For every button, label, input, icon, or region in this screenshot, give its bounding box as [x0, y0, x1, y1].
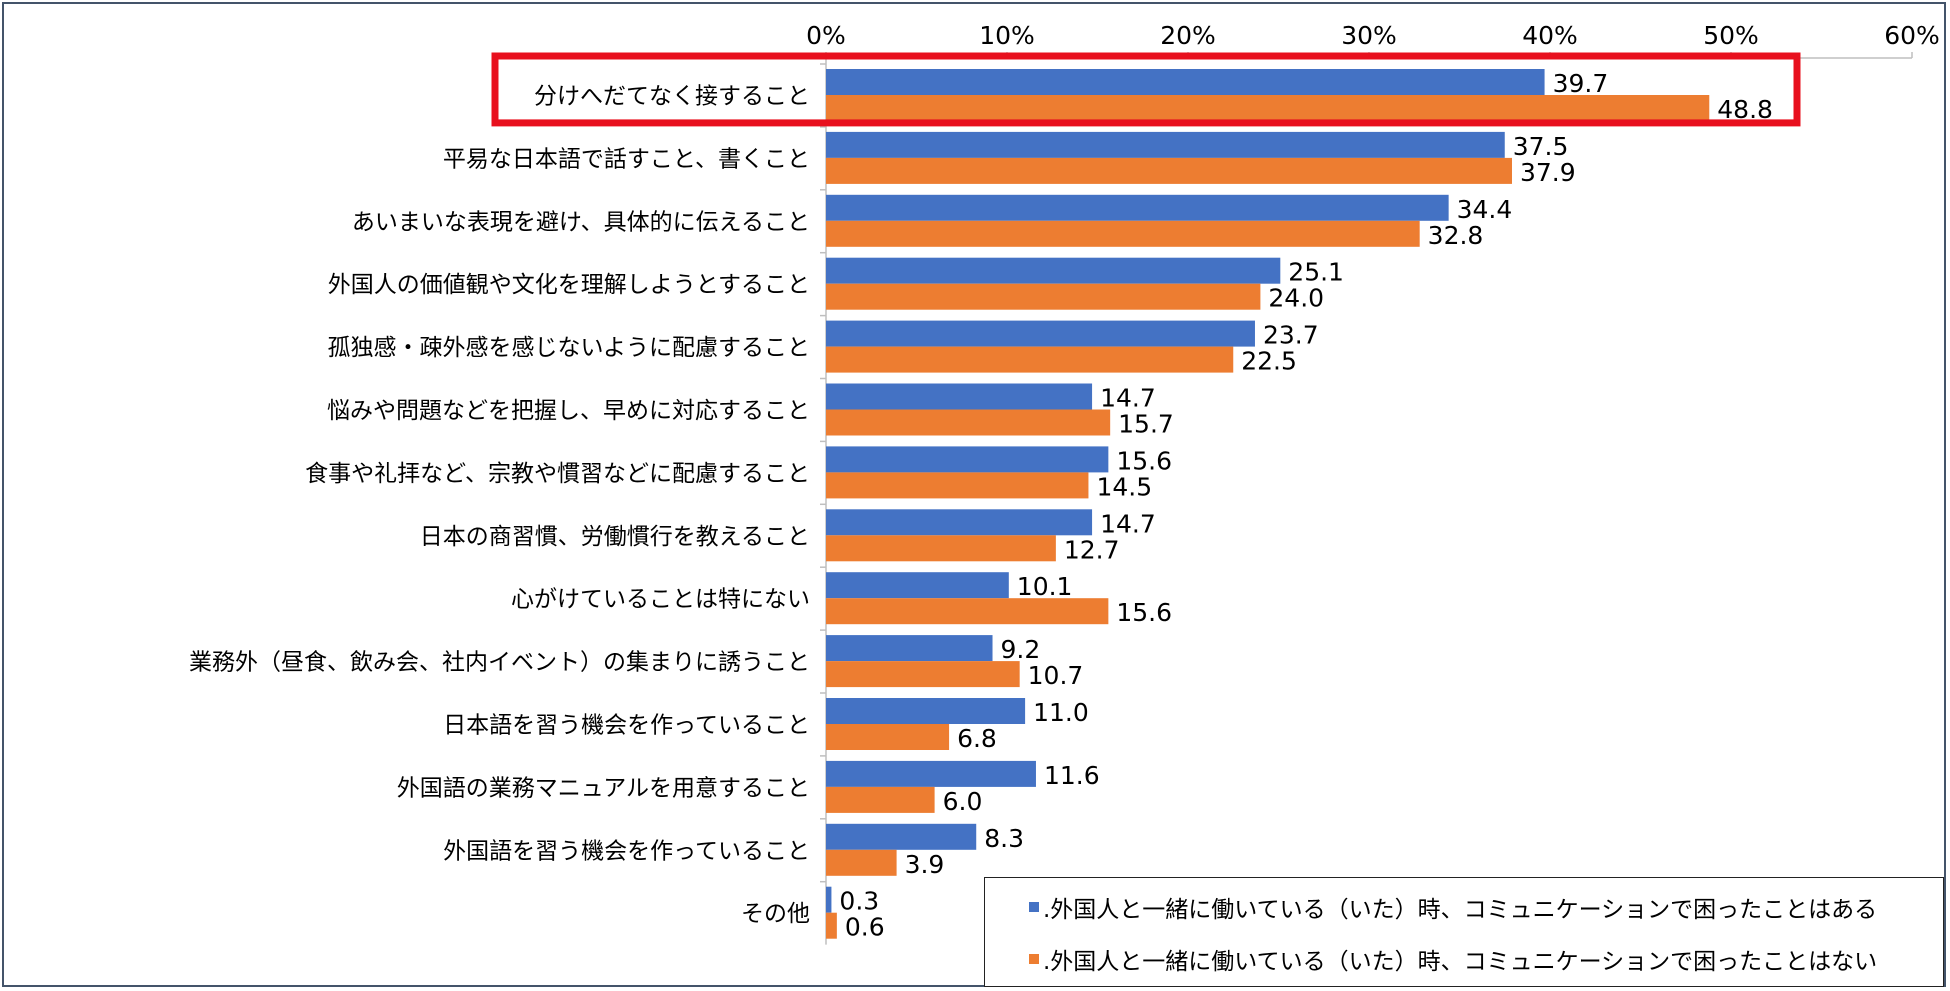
data-label-series-2: 22.5: [1241, 347, 1297, 376]
data-label-series-1: 34.4: [1457, 195, 1513, 224]
bar-series-2: [826, 598, 1109, 625]
category-label: 食事や礼拝など、宗教や慣習などに配慮すること: [305, 461, 810, 487]
category-label: 外国語を習う機会を作っていること: [443, 838, 810, 864]
category-label: 業務外（昼食、飲み会、社内イベント）の集まりに誘うこと: [189, 650, 810, 676]
x-tick-label: 40%: [1522, 21, 1578, 50]
data-label-series-1: 11.0: [1033, 698, 1089, 727]
category-label: 日本語を習う機会を作っていること: [443, 712, 810, 738]
bar-series-1: [826, 69, 1545, 95]
legend-swatch-series-1: [1029, 902, 1039, 912]
bar-series-2: [826, 472, 1089, 499]
data-label-series-2: 6.8: [957, 724, 997, 753]
bar-series-1: [826, 320, 1255, 347]
x-tick-label: 0%: [806, 21, 846, 50]
data-label-series-2: 37.9: [1520, 158, 1576, 187]
legend-item-series-2: .外国人と一緒に働いている（いた）時、コミュニケーションで困ったことはない: [1029, 942, 1877, 976]
category-label: 悩みや問題などを把握し、早めに対応すること: [327, 398, 810, 424]
bar-series-2: [826, 346, 1234, 373]
bar-series-2: [826, 220, 1420, 247]
x-tick-label: 30%: [1341, 21, 1397, 50]
bar-series-1: [826, 509, 1093, 536]
legend-swatch-series-2: [1029, 954, 1039, 964]
data-label-series-2: 6.0: [943, 787, 983, 816]
bar-series-2: [826, 157, 1512, 184]
data-label-series-2: 32.8: [1428, 221, 1484, 250]
data-label-series-2: 48.8: [1717, 95, 1773, 124]
data-label-series-1: 0.3: [839, 887, 879, 916]
x-tick-label: 20%: [1160, 21, 1216, 50]
legend-label-series-1: .外国人と一緒に働いている（いた）時、コミュニケーションで困ったことはある: [1043, 897, 1878, 923]
bar-series-1: [826, 760, 1036, 787]
data-label-series-1: 37.5: [1513, 132, 1569, 161]
highlight-box: [491, 52, 1801, 127]
x-tick-label: 10%: [979, 21, 1035, 50]
bar-series-2: [826, 912, 837, 939]
category-label: 平易な日本語で話すこと、書くこと: [443, 146, 810, 172]
category-label: あいまいな表現を避け、具体的に伝えること: [352, 209, 810, 235]
bar-series-1: [826, 886, 832, 913]
data-label-series-2: 0.6: [845, 913, 885, 942]
legend-item-series-1: .外国人と一緒に働いている（いた）時、コミュニケーションで困ったことはある: [1029, 890, 1877, 924]
data-label-series-1: 9.2: [1001, 635, 1041, 664]
bar-series-1: [826, 446, 1109, 473]
category-label: 孤独感・疎外感を感じないように配慮すること: [327, 335, 810, 361]
data-label-series-1: 39.7: [1553, 69, 1609, 98]
bar-series-2: [826, 786, 935, 813]
legend-label-series-2: .外国人と一緒に働いている（いた）時、コミュニケーションで困ったことはない: [1043, 949, 1878, 975]
category-label: 日本の商習慣、労働慣行を教えること: [420, 524, 810, 550]
bar-series-2: [826, 724, 950, 750]
data-label-series-1: 23.7: [1263, 321, 1319, 350]
legend: .外国人と一緒に働いている（いた）時、コミュニケーションで困ったことはある .外…: [984, 877, 1944, 987]
bar-series-2: [826, 409, 1111, 436]
bar-series-1: [826, 823, 977, 850]
bar-series-2: [826, 849, 897, 876]
bar-series-1: [826, 383, 1093, 410]
bar-series-1: [826, 257, 1281, 284]
data-label-series-2: 15.6: [1116, 598, 1172, 627]
data-label-series-1: 14.7: [1100, 509, 1156, 538]
category-label: 外国語の業務マニュアルを用意すること: [397, 775, 810, 801]
data-label-series-1: 15.6: [1116, 446, 1172, 475]
bar-series-2: [826, 535, 1056, 562]
data-label-series-1: 25.1: [1288, 258, 1344, 287]
data-label-series-1: 10.1: [1017, 572, 1073, 601]
x-tick-label: 50%: [1703, 21, 1759, 50]
bar-series-2: [826, 95, 1710, 121]
data-label-series-2: 14.5: [1096, 472, 1152, 501]
data-label-series-2: 3.9: [905, 850, 945, 879]
bar-series-1: [826, 635, 993, 662]
bar-series-1: [826, 698, 1026, 724]
data-label-series-2: 15.7: [1118, 410, 1174, 439]
category-label: 心がけていることは特にない: [511, 587, 810, 613]
data-label-series-1: 11.6: [1044, 761, 1100, 790]
bar-series-1: [826, 194, 1449, 221]
bar-series-2: [826, 661, 1020, 688]
bar-series-1: [826, 131, 1505, 158]
bar-series-2: [826, 283, 1261, 310]
data-label-series-1: 14.7: [1100, 384, 1156, 413]
x-tick-label: 60%: [1884, 21, 1940, 50]
data-label-series-2: 10.7: [1028, 661, 1084, 690]
bar-series-1: [826, 572, 1009, 599]
category-label: 分けへだてなく接すること: [534, 83, 810, 109]
bar-chart: 0% 10% 20% 30% 40% 50% 60% 分けへだてなく接すること 39.7 48.8…: [189, 21, 1940, 945]
data-label-series-1: 8.3: [984, 824, 1024, 853]
data-label-series-2: 12.7: [1064, 535, 1120, 564]
category-label: その他: [741, 901, 810, 927]
category-label: 外国人の価値観や文化を理解しようとすること: [328, 272, 810, 298]
data-label-series-2: 24.0: [1268, 284, 1324, 313]
